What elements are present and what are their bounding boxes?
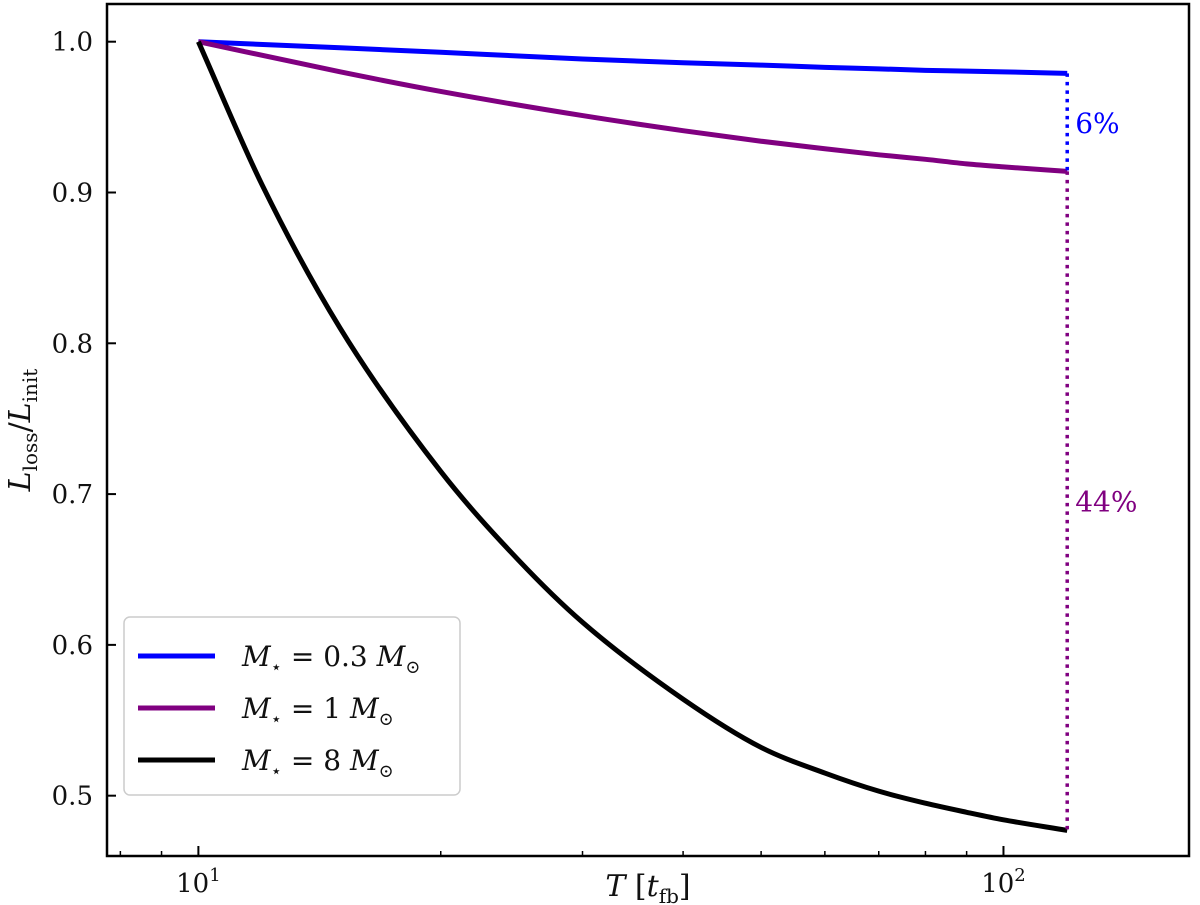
plot-frame xyxy=(105,2,1191,858)
annotation-label-1: 6% xyxy=(1075,107,1119,140)
y-tick-label-3: 0.7 xyxy=(52,480,93,510)
y-tick-label-4: 0.8 xyxy=(52,329,93,359)
legend-label-2: M⋆ = 1 M⊙ xyxy=(241,692,394,730)
legend-box xyxy=(123,616,461,796)
series-layer xyxy=(196,39,1068,833)
annotation-layer: 6% 44% xyxy=(1065,73,1137,831)
y-axis-title: Lloss/Linit xyxy=(3,369,42,493)
legend-label-3: M⋆ = 8 M⊙ xyxy=(241,744,394,782)
series-line-3 xyxy=(196,40,1068,833)
ticks-layer: 0.5 0.6 0.7 0.8 0.9 1.0 101 102 xyxy=(52,28,1026,899)
x-tick-label-2: 102 xyxy=(981,865,1026,899)
y-tick-label-1: 0.5 xyxy=(52,782,93,812)
y-tick-label-5: 0.9 xyxy=(52,178,93,208)
series-line-1 xyxy=(198,39,1068,76)
legend-label-1: M⋆ = 0.3 M⊙ xyxy=(241,640,420,678)
series-line-2 xyxy=(197,39,1068,174)
y-tick-label-6: 1.0 xyxy=(52,28,93,58)
axis-titles: T [tfb] Lloss/Linit xyxy=(3,369,691,905)
x-tick-label-1: 101 xyxy=(176,865,221,899)
y-tick-label-2: 0.6 xyxy=(52,631,93,661)
annotation-label-2: 44% xyxy=(1075,486,1137,519)
x-axis-title: T [tfb] xyxy=(605,869,690,905)
legend: M⋆ = 0.3 M⊙ M⋆ = 1 M⊙ M⋆ = 8 M⊙ xyxy=(123,616,461,796)
